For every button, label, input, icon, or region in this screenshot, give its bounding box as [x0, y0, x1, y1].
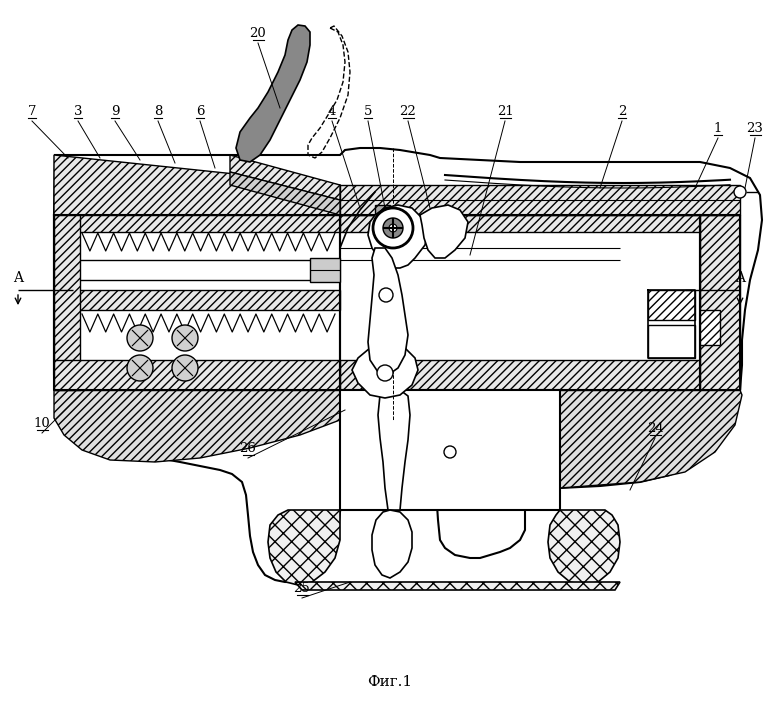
Text: 22: 22	[399, 105, 417, 118]
Circle shape	[379, 288, 393, 302]
Polygon shape	[368, 248, 408, 375]
Polygon shape	[700, 310, 720, 345]
Text: 23: 23	[746, 122, 764, 135]
Polygon shape	[54, 360, 340, 390]
Polygon shape	[230, 155, 340, 200]
Text: 24: 24	[647, 422, 663, 435]
Polygon shape	[648, 325, 695, 358]
Circle shape	[172, 325, 198, 351]
Polygon shape	[560, 390, 742, 488]
Polygon shape	[54, 215, 80, 390]
Circle shape	[383, 218, 403, 238]
Circle shape	[444, 446, 456, 458]
Text: 10: 10	[34, 417, 51, 430]
Polygon shape	[548, 510, 620, 585]
Text: 8: 8	[154, 105, 162, 118]
Polygon shape	[230, 172, 340, 215]
Polygon shape	[236, 25, 310, 162]
Polygon shape	[648, 290, 695, 320]
Polygon shape	[310, 258, 340, 282]
Text: 26: 26	[239, 442, 257, 455]
Circle shape	[389, 224, 397, 232]
Polygon shape	[340, 360, 700, 390]
Polygon shape	[368, 205, 428, 268]
Polygon shape	[340, 215, 700, 232]
Polygon shape	[372, 510, 412, 578]
Text: 25: 25	[293, 582, 310, 595]
Text: 3: 3	[74, 105, 82, 118]
Text: A: A	[735, 271, 745, 285]
Circle shape	[377, 365, 393, 381]
Polygon shape	[54, 215, 340, 232]
Circle shape	[734, 186, 746, 198]
Text: 5: 5	[363, 105, 372, 118]
Polygon shape	[268, 510, 340, 585]
Polygon shape	[352, 344, 418, 398]
Polygon shape	[54, 290, 340, 310]
Polygon shape	[378, 390, 410, 510]
Polygon shape	[375, 205, 390, 218]
Text: 9: 9	[111, 105, 119, 118]
Text: 7: 7	[28, 105, 36, 118]
Text: A: A	[13, 271, 23, 285]
Circle shape	[373, 208, 413, 248]
Circle shape	[127, 325, 153, 351]
Polygon shape	[420, 205, 468, 258]
Polygon shape	[54, 155, 340, 215]
Text: Фиг.1: Фиг.1	[367, 675, 413, 689]
Text: 6: 6	[196, 105, 204, 118]
Polygon shape	[340, 390, 560, 510]
Circle shape	[172, 355, 198, 381]
Text: 4: 4	[328, 105, 336, 118]
Polygon shape	[700, 215, 740, 390]
Polygon shape	[340, 185, 740, 215]
Text: 20: 20	[250, 27, 267, 40]
Text: 1: 1	[714, 122, 722, 135]
Text: 21: 21	[497, 105, 513, 118]
Polygon shape	[54, 390, 340, 462]
Polygon shape	[54, 148, 762, 582]
Circle shape	[127, 355, 153, 381]
Text: 2: 2	[618, 105, 626, 118]
Polygon shape	[295, 582, 620, 590]
